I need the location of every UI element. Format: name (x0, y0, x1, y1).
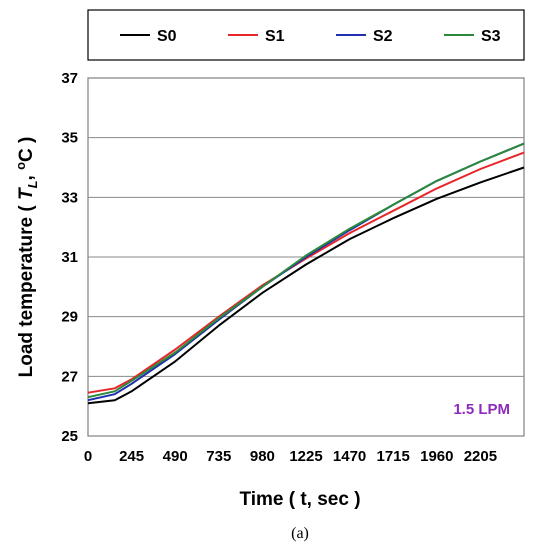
flow-rate-annotation: 1.5 LPM (453, 401, 510, 418)
y-tick-label: 27 (61, 368, 78, 385)
legend-label-s1: S1 (265, 28, 285, 45)
y-tick-labels: 25 27 29 31 33 35 37 (61, 70, 78, 445)
legend-label-s3: S3 (481, 28, 501, 45)
x-axis-title: Time ( t, sec ) (239, 489, 360, 510)
series-line-s0 (87, 166, 525, 405)
x-tick-label: 1715 (377, 448, 410, 465)
x-tick-label: 1470 (333, 448, 366, 465)
y-tick-label: 31 (61, 249, 78, 266)
x-tick-label: 245 (119, 448, 144, 465)
x-tick-label: 980 (250, 448, 275, 465)
x-tick-label: 1960 (420, 448, 453, 465)
x-tick-label: 1225 (289, 448, 322, 465)
x-tick-label: 735 (206, 448, 231, 465)
legend: S0 S1 S2 S3 (120, 28, 501, 45)
legend-label-s2: S2 (373, 28, 393, 45)
x-tick-label: 2205 (464, 448, 497, 465)
y-tick-label: 35 (61, 130, 78, 147)
x-tick-label: 490 (163, 448, 188, 465)
x-tick-labels: 0 245 490 735 980 1225 1470 1715 1960 2205 (84, 448, 497, 465)
y-tick-label: 25 (61, 428, 78, 445)
figure-caption: (a) (291, 525, 309, 542)
legend-label-s0: S0 (157, 28, 177, 45)
y-tick-label: 29 (61, 309, 78, 326)
y-tick-label: 33 (61, 189, 78, 206)
x-tick-label: 0 (84, 448, 92, 465)
series-lines (87, 142, 525, 405)
y-tick-label: 37 (61, 70, 78, 87)
y-axis-title: Load temperature ( TL, oC ) (13, 137, 40, 378)
series-line-s3 (87, 142, 525, 399)
